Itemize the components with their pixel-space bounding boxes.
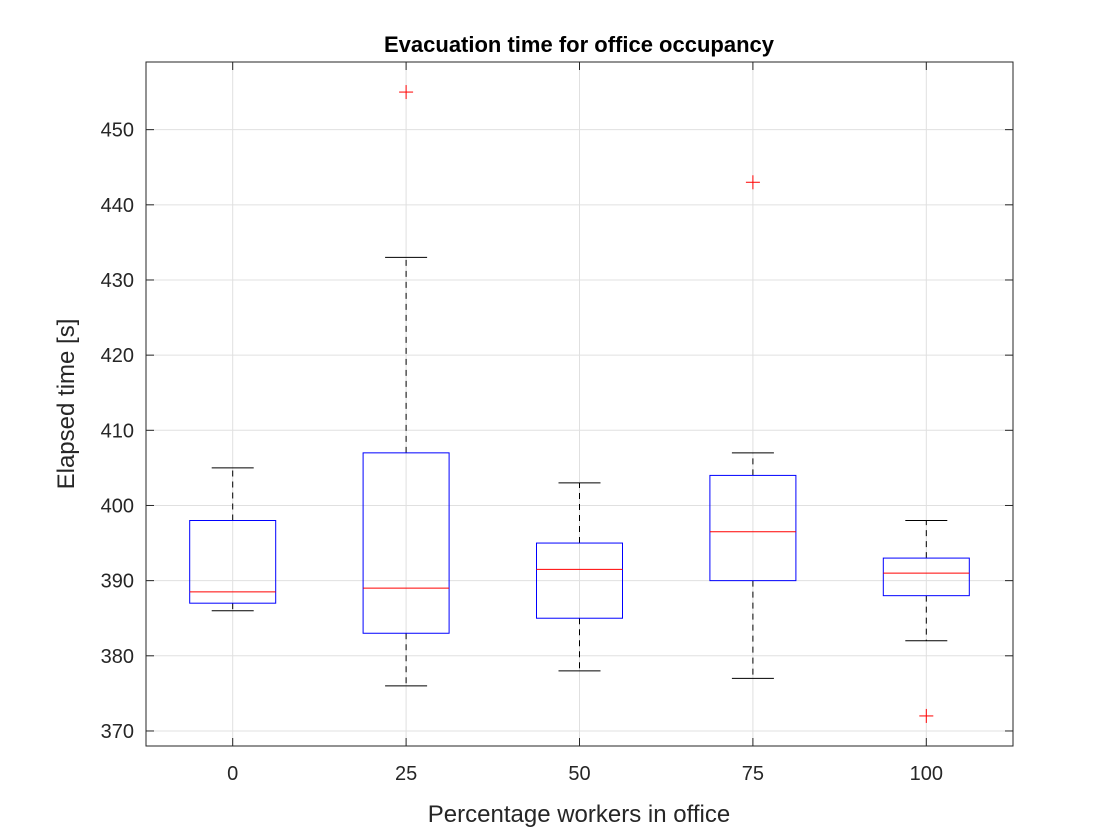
x-tick-label: 100 (910, 763, 943, 785)
x-axis-label: Percentage workers in office (428, 801, 730, 828)
y-tick-label: 390 (101, 571, 134, 593)
y-tick-label: 370 (101, 721, 134, 743)
box-plot-25 (362, 85, 450, 687)
y-tick-label: 410 (101, 420, 134, 442)
chart-title: Evacuation time for office occupancy (384, 32, 775, 57)
iqr-box (882, 557, 970, 597)
box-series (189, 85, 970, 723)
outlier-marker (399, 85, 414, 100)
x-tick-label: 0 (227, 763, 238, 785)
iqr-box (536, 542, 623, 619)
box-plot-100 (882, 520, 970, 723)
x-tick-label: 75 (742, 763, 764, 785)
y-tick-label: 430 (101, 270, 134, 292)
box-plot-50 (536, 482, 623, 672)
box-plot-75 (709, 175, 797, 679)
grid-lines (146, 62, 1013, 746)
box-plot-0 (189, 467, 277, 612)
y-tick-label: 440 (101, 195, 134, 217)
axis-ticks: 0 25 50 75 100 370 380 390 400 410 420 430 440 450 (101, 62, 1013, 785)
iqr-box (709, 474, 797, 582)
iqr-box (189, 520, 277, 604)
y-tick-label: 450 (101, 120, 134, 142)
y-tick-label: 380 (101, 646, 134, 668)
x-tick-label: 25 (395, 763, 417, 785)
y-tick-label: 420 (101, 345, 134, 367)
outlier-marker (745, 175, 760, 190)
iqr-box (362, 452, 450, 634)
x-tick-label: 50 (568, 763, 590, 785)
outlier-marker (919, 708, 934, 723)
y-axis-label: Elapsed time [s] (53, 319, 80, 490)
y-tick-label: 400 (101, 495, 134, 517)
